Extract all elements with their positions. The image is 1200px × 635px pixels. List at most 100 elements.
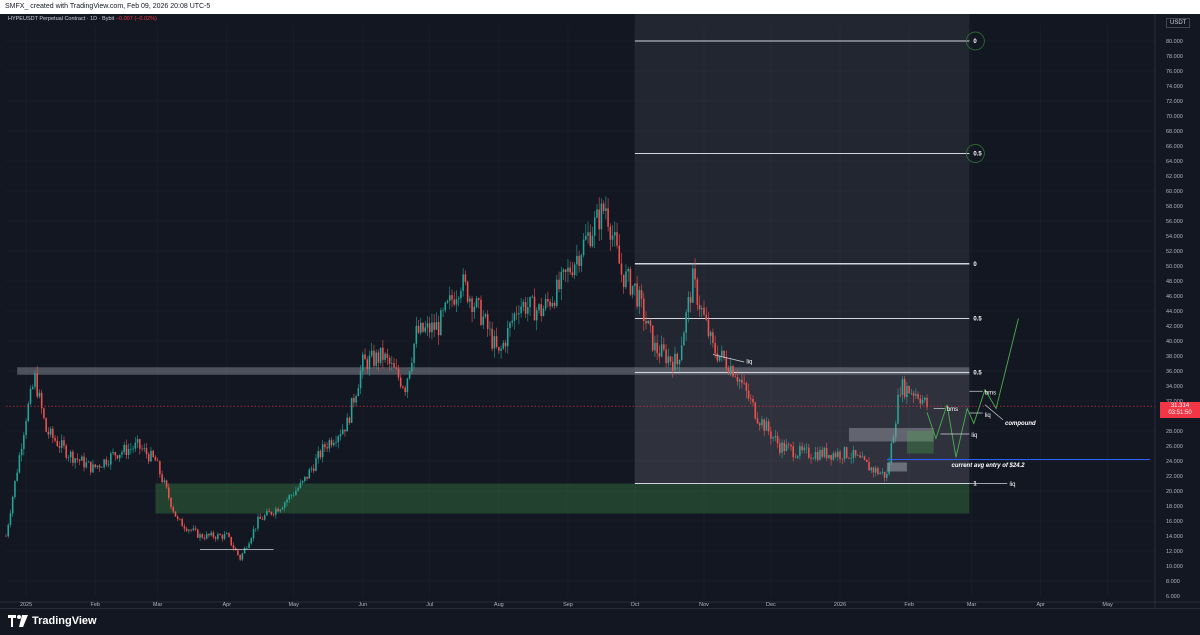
candle-body	[908, 385, 910, 394]
price-tick: 70.000	[1166, 114, 1183, 120]
candle-body	[123, 444, 125, 453]
candle-body	[471, 298, 473, 312]
candle-body	[292, 495, 295, 496]
candle-body	[879, 472, 881, 475]
candle-body	[34, 373, 36, 388]
candle-body	[640, 290, 643, 299]
candle-body	[448, 295, 451, 301]
candle-body	[687, 297, 690, 313]
price-tick: 36.000	[1166, 369, 1183, 375]
candle-body	[765, 421, 768, 431]
fib-label: 0.5	[973, 317, 982, 323]
candle-body	[602, 203, 605, 212]
candle-body	[638, 290, 641, 307]
candle-body	[444, 302, 447, 311]
candle-body	[357, 388, 360, 397]
candle-body	[515, 313, 518, 315]
projection-path	[926, 318, 1019, 458]
candle-body	[52, 428, 54, 438]
price-tick: 12.000	[1166, 549, 1183, 555]
candle-body	[832, 453, 835, 460]
candle-body	[20, 449, 23, 456]
candle-body	[65, 445, 67, 458]
candle-body	[549, 301, 551, 307]
candle-body	[736, 377, 739, 382]
fib-label: 0	[973, 262, 977, 268]
candle-body	[794, 457, 797, 458]
candle-body	[709, 332, 712, 337]
fib-marker	[966, 144, 985, 163]
candle-body	[386, 353, 389, 358]
candle-body	[738, 379, 741, 382]
price-tick: 22.000	[1166, 474, 1183, 480]
candle-body	[714, 342, 716, 354]
candle-body	[917, 394, 919, 399]
chart-area[interactable]: 0 0.5 0 0.5 0.5 1 liq bms bms liq liq liq compound c…	[0, 14, 1200, 608]
time-axis[interactable]: 2025 Feb Mar Apr May Jun Jul Aug Sep Oct Nov Dec 202…	[0, 601, 1200, 608]
liq-pointer	[712, 354, 745, 363]
candle-body	[462, 274, 464, 291]
candle-body	[411, 362, 413, 372]
candle-body	[203, 537, 206, 539]
candle-body	[299, 482, 302, 489]
candle-body	[500, 348, 502, 351]
candle-body	[277, 508, 279, 512]
price-tick: 24.000	[1166, 459, 1183, 465]
candle-body	[870, 467, 873, 471]
candle-body	[903, 379, 906, 397]
candle-body	[422, 322, 424, 332]
candle-body	[881, 471, 884, 473]
candle-body	[823, 447, 826, 457]
candle-body	[886, 473, 888, 478]
price-tick: 38.000	[1166, 354, 1183, 360]
candle-body	[116, 455, 119, 459]
candle-body	[587, 232, 589, 236]
compound-label: compound	[1005, 421, 1036, 427]
grid	[6, 26, 1155, 596]
price-tick: 18.000	[1166, 504, 1183, 510]
candle-body	[498, 346, 500, 351]
candle-body	[522, 302, 525, 307]
candle-body	[373, 350, 375, 366]
instrument-name: HYPEUSDT Perpetual Contract · 1D · Bybit	[8, 16, 115, 22]
candle-body	[81, 456, 83, 461]
candle-body	[578, 255, 580, 266]
candle-body	[105, 459, 108, 465]
price-tick: 28.000	[1166, 429, 1183, 435]
candle-body	[350, 397, 353, 423]
candle-body	[232, 545, 235, 549]
candle-body	[297, 488, 299, 491]
candle-body	[480, 299, 482, 325]
candle-body	[564, 269, 567, 272]
candle-body	[355, 396, 357, 403]
candle-body	[524, 302, 527, 314]
candle-body	[176, 516, 179, 519]
candle-body	[163, 480, 166, 483]
candle-body	[685, 312, 687, 333]
candle-body	[370, 350, 373, 356]
time-tick: Apr	[1036, 602, 1045, 608]
price-chart[interactable]: 0 0.5 0 0.5 0.5 1 liq bms bms liq liq liq compound c…	[0, 14, 1200, 608]
candle-body	[828, 455, 830, 459]
currency-label[interactable]: USDT	[1166, 18, 1191, 28]
candle-body	[547, 298, 549, 302]
candle-body	[348, 417, 351, 423]
candle-body	[511, 320, 513, 323]
tradingview-logo[interactable]: TradingView	[8, 615, 97, 627]
candle-body	[542, 308, 545, 316]
candle-body	[426, 323, 429, 328]
candle-body	[464, 274, 467, 282]
price-axis[interactable]: 80.000 78.000 76.000 74.000 72.000 70.000 68.0…	[1154, 14, 1200, 608]
candle-body	[513, 313, 516, 321]
candle-body	[614, 232, 616, 236]
candle-body	[221, 535, 224, 539]
candle-body	[923, 397, 926, 400]
candle-body	[527, 307, 529, 314]
candle-body	[486, 314, 489, 329]
current-price-label: 31.314 03:51:50	[1160, 402, 1200, 419]
instrument-legend[interactable]: HYPEUSDT Perpetual Contract · 1D · Bybit…	[8, 16, 157, 22]
price-tick: 78.000	[1166, 54, 1183, 60]
candle-body	[101, 467, 103, 468]
candle-body	[127, 449, 130, 455]
candle-body	[279, 509, 282, 512]
